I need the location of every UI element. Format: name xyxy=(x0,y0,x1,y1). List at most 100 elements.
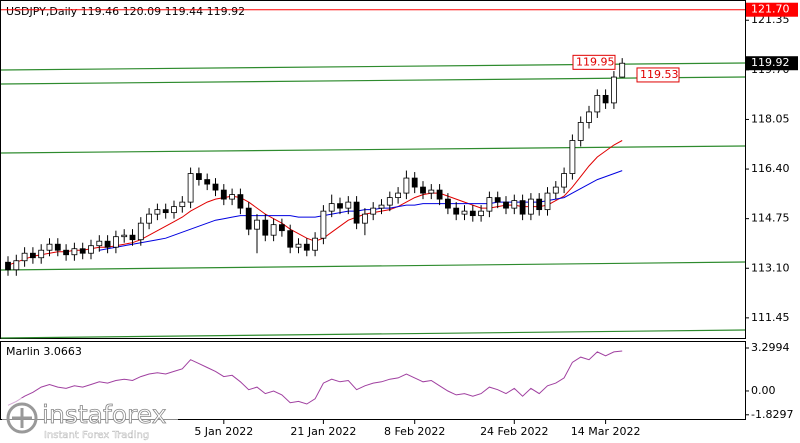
y-tick-label: -1.8297 xyxy=(751,408,793,421)
candle-body xyxy=(88,245,94,254)
candle-body xyxy=(187,173,194,203)
level-box xyxy=(746,2,798,17)
candle-body xyxy=(577,122,584,141)
candle-body xyxy=(179,201,186,208)
candle-body xyxy=(162,209,169,214)
candle-body xyxy=(611,76,617,104)
watermark-tagline: Instant Forex Trading xyxy=(44,430,149,441)
candle-body xyxy=(104,240,111,248)
channel-line xyxy=(0,261,746,271)
x-tick-label: 5 Jan 2022 xyxy=(194,425,253,438)
candle-body xyxy=(195,173,202,180)
candle-body xyxy=(586,111,592,123)
candle-body xyxy=(494,197,501,203)
y-tick-label: 3.2994 xyxy=(751,341,790,354)
candle-body xyxy=(303,243,310,251)
candle-body xyxy=(129,234,136,241)
candle-body xyxy=(146,213,153,224)
candle-body xyxy=(619,62,626,78)
x-tick-label: 14 Mar 2022 xyxy=(571,425,641,438)
x-tick-label: 24 Feb 2022 xyxy=(480,425,548,438)
candle-body xyxy=(486,197,493,212)
candle-body xyxy=(245,207,252,230)
y-tick-label: 118.05 xyxy=(751,112,790,125)
candle-body xyxy=(287,230,294,248)
channel-line xyxy=(0,145,746,154)
candle-body xyxy=(602,94,609,104)
candle-body xyxy=(594,94,601,113)
candle-body xyxy=(46,243,53,251)
candle-body xyxy=(411,177,418,188)
candle-body xyxy=(561,173,567,188)
candle-body xyxy=(386,197,393,206)
candle-body xyxy=(420,186,426,194)
candle-body xyxy=(137,222,144,241)
candle-body xyxy=(278,224,285,232)
indicator-panel xyxy=(0,341,746,420)
candle-body xyxy=(436,189,443,200)
candle-body xyxy=(469,210,476,217)
candle-body xyxy=(403,177,410,194)
candle-body xyxy=(154,209,161,215)
channel-line xyxy=(0,76,746,85)
candle-body xyxy=(428,189,435,194)
candle-body xyxy=(113,236,119,248)
candle-body xyxy=(337,203,343,209)
watermark: instaforex Instant Forex Trading xyxy=(2,398,178,442)
candle-body xyxy=(71,248,78,256)
x-tick-label: 8 Feb 2022 xyxy=(384,425,445,438)
candle-body xyxy=(395,192,402,199)
annotation-label: 119.95 xyxy=(576,55,615,68)
candle-body xyxy=(361,213,368,224)
logo-icon xyxy=(12,408,32,428)
y-tick-label: 111.45 xyxy=(751,311,790,324)
candle-body xyxy=(229,194,236,200)
candle-body xyxy=(171,206,177,214)
annotation-box xyxy=(572,54,616,70)
candle-body xyxy=(54,243,61,251)
candle-body xyxy=(511,200,518,209)
candle-body xyxy=(536,198,543,211)
channel-line xyxy=(0,329,746,339)
candle-body xyxy=(121,234,128,238)
level-label: 121.70 xyxy=(751,3,790,16)
annotation-label: 119.53 xyxy=(640,68,679,81)
price-box xyxy=(746,56,798,71)
candle-body xyxy=(444,198,451,209)
candle-body xyxy=(237,194,244,209)
x-tick-label: 21 Jan 2022 xyxy=(290,425,356,438)
candle-body xyxy=(345,201,352,209)
y-tick-label: 116.40 xyxy=(751,162,790,175)
candle-body xyxy=(328,203,335,212)
watermark-brand: instaforex xyxy=(42,400,167,429)
y-tick-label: 113.10 xyxy=(751,261,790,274)
candle-body xyxy=(38,249,45,259)
candle-body xyxy=(320,210,327,239)
candle-body xyxy=(544,192,551,211)
candle-body xyxy=(569,140,576,174)
candle-body xyxy=(270,224,277,236)
candle-body xyxy=(29,252,36,259)
y-tick-label: 0.00 xyxy=(751,384,776,397)
candle-body xyxy=(79,248,86,254)
candle-body xyxy=(378,204,385,209)
candle-body xyxy=(262,219,269,236)
candle-body xyxy=(312,237,319,251)
candle-body xyxy=(21,252,28,262)
candle-body xyxy=(370,207,377,215)
candle-body xyxy=(461,210,468,215)
candle-body xyxy=(5,261,11,271)
logo-icon xyxy=(6,402,38,434)
candle-body xyxy=(254,219,260,230)
candle-body xyxy=(212,183,219,191)
candle-body xyxy=(519,200,526,215)
candle-body xyxy=(503,201,509,209)
candle-body xyxy=(295,243,302,248)
candle-body xyxy=(552,186,559,194)
candle-body xyxy=(220,189,227,200)
indicator-title: Marlin 3.0663 xyxy=(6,345,82,358)
moving-average xyxy=(99,170,623,251)
candle-body xyxy=(63,249,69,256)
candle-body xyxy=(353,201,360,224)
